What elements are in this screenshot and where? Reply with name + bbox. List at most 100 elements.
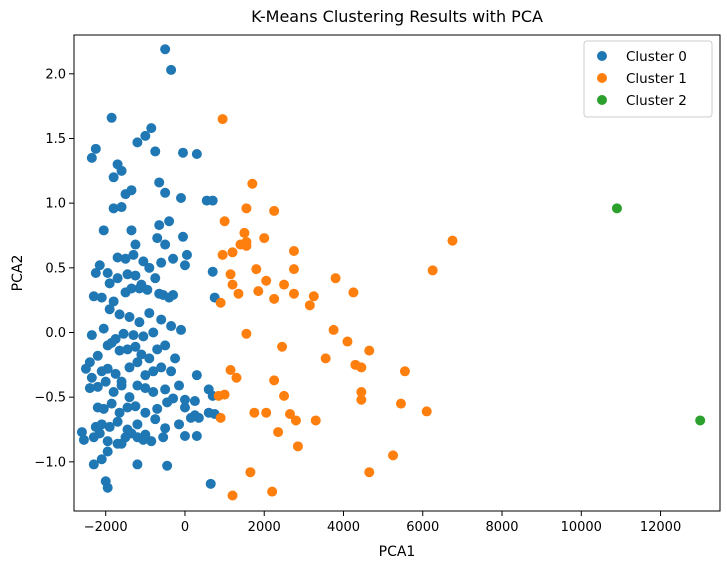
point-cluster-1 [269,293,280,304]
point-cluster-0 [158,432,169,443]
point-cluster-0 [128,330,139,341]
point-cluster-0 [88,291,99,302]
point-cluster-0 [86,152,97,163]
point-cluster-0 [96,419,107,430]
point-cluster-0 [176,192,187,203]
point-cluster-0 [78,434,89,445]
point-cluster-0 [98,403,109,414]
point-cluster-0 [154,288,165,299]
legend-marker [597,51,607,61]
y-axis-label: PCA2 [10,255,26,292]
point-cluster-1 [261,275,272,286]
point-cluster-1 [310,415,321,426]
point-cluster-1 [342,336,353,347]
point-cluster-0 [156,257,167,268]
point-cluster-1 [292,441,303,452]
point-cluster-0 [94,428,105,439]
point-cluster-0 [80,363,91,374]
point-cluster-0 [160,384,171,395]
point-cluster-0 [130,401,141,412]
point-cluster-1 [259,233,270,244]
point-cluster-0 [108,296,119,307]
point-cluster-0 [164,292,175,303]
x-tick-label: 10000 [561,520,602,535]
point-cluster-0 [138,434,149,445]
x-tick-label: −2000 [84,520,128,535]
point-cluster-0 [108,172,119,183]
point-cluster-0 [130,270,141,281]
point-cluster-0 [86,330,97,341]
point-cluster-0 [106,337,117,348]
point-cluster-0 [86,372,97,383]
point-cluster-0 [154,177,165,188]
point-cluster-0 [160,44,171,55]
point-cluster-0 [134,317,145,328]
point-cluster-0 [177,231,188,242]
point-cluster-0 [130,341,141,352]
point-cluster-0 [134,283,145,294]
chart-title: K-Means Clustering Results with PCA [251,7,543,26]
point-cluster-1 [239,227,250,238]
point-cluster-0 [96,454,107,465]
point-cluster-0 [112,416,123,427]
point-cluster-0 [104,421,115,432]
y-tick-label: −1.0 [34,455,66,470]
point-cluster-1 [350,359,361,370]
point-cluster-1 [251,264,262,275]
point-cluster-0 [144,262,155,273]
point-cluster-0 [128,249,139,260]
point-cluster-0 [152,403,163,414]
point-cluster-0 [152,344,163,355]
legend-label: Cluster 2 [626,93,687,109]
point-cluster-1 [399,366,410,377]
point-cluster-0 [112,252,123,263]
point-cluster-1 [421,406,432,417]
legend-marker [597,73,607,83]
point-cluster-0 [140,407,151,418]
point-cluster-1 [215,412,226,423]
point-cluster-0 [185,412,196,423]
point-cluster-0 [174,380,185,391]
point-cluster-0 [92,350,103,361]
point-cluster-0 [102,363,113,374]
y-tick-label: 0.0 [45,326,66,341]
point-cluster-0 [179,260,190,271]
point-cluster-0 [138,256,149,267]
point-cluster-0 [162,397,173,408]
point-cluster-0 [84,383,95,394]
point-cluster-0 [150,146,161,157]
point-cluster-0 [122,402,133,413]
point-cluster-0 [122,269,133,280]
point-cluster-1 [320,353,331,364]
point-cluster-0 [138,331,149,342]
y-tick-label: 1.5 [45,132,66,147]
point-cluster-0 [88,459,99,470]
point-cluster-0 [126,225,137,236]
point-cluster-0 [177,147,188,158]
point-cluster-0 [94,260,105,271]
point-cluster-0 [108,387,119,397]
point-cluster-0 [148,387,159,397]
point-cluster-1 [279,279,290,290]
point-cluster-0 [106,112,117,123]
point-cluster-0 [156,362,167,373]
point-cluster-1 [277,341,288,352]
point-cluster-1 [288,288,299,299]
point-cluster-0 [189,396,200,407]
point-cluster-0 [136,349,147,360]
point-cluster-0 [118,328,129,339]
point-cluster-0 [160,423,171,434]
point-cluster-0 [116,438,127,449]
x-tick-label: 2000 [248,520,281,535]
point-cluster-1 [245,467,256,478]
point-cluster-0 [154,220,165,231]
point-cluster-0 [98,323,109,334]
point-cluster-0 [126,185,137,196]
point-cluster-1 [225,269,236,280]
point-cluster-0 [156,314,167,325]
data-points [76,44,706,501]
point-cluster-0 [148,327,159,338]
point-cluster-0 [96,292,107,303]
point-cluster-0 [90,143,101,154]
